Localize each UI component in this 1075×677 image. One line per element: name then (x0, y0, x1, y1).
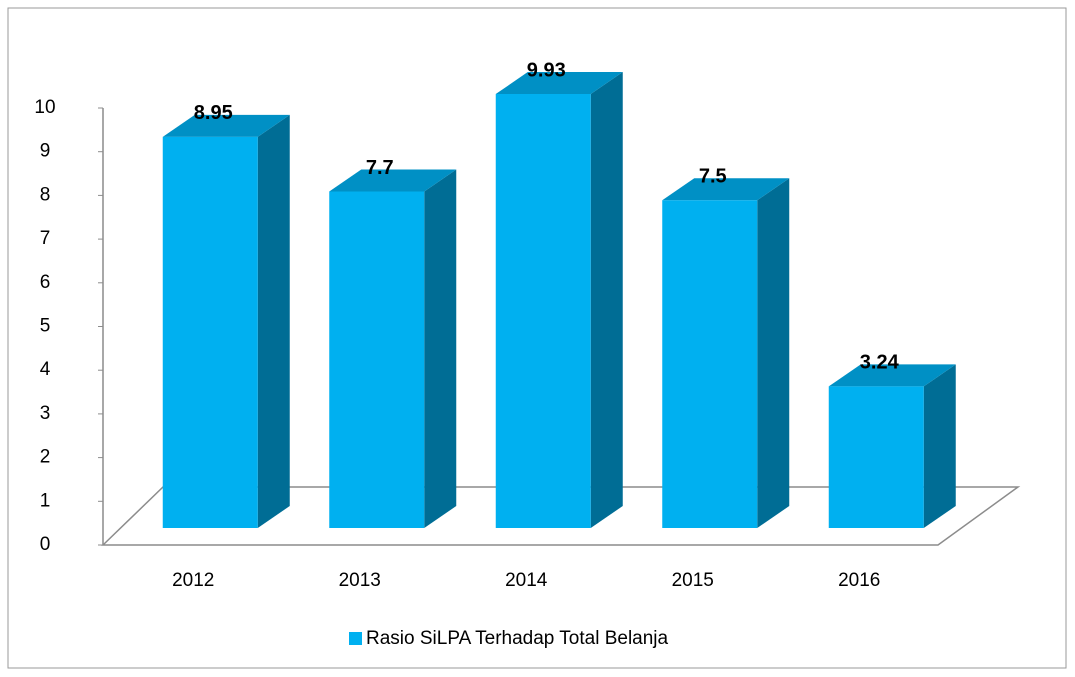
y-tick-label: 3 (40, 403, 51, 424)
data-label: 9.93 (527, 59, 566, 81)
bar-side (757, 178, 790, 528)
y-tick-label: 0 (40, 534, 51, 555)
bar (329, 169, 457, 528)
legend-swatch (349, 632, 362, 645)
y-tick-label: 6 (40, 272, 51, 293)
bar-top (495, 72, 623, 95)
bar (495, 72, 623, 529)
legend-label: Rasio SiLPA Terhadap Total Belanja (366, 628, 669, 649)
x-tick-label: 2016 (838, 570, 880, 591)
y-tick-label: 5 (40, 316, 51, 337)
y-tick-label: 1 (40, 490, 51, 511)
bar-top (329, 169, 457, 192)
y-tick-label: 9 (40, 141, 51, 162)
x-tick-label: 2012 (172, 570, 214, 591)
y-tick-label: 8 (40, 184, 51, 205)
floor (101, 486, 1021, 546)
y-tick-label: 2 (40, 447, 51, 468)
bar-front (329, 191, 425, 528)
bar-front (828, 386, 924, 528)
bar-front (495, 94, 591, 529)
bar-side (923, 364, 956, 528)
x-tick-label: 2014 (505, 570, 548, 591)
y-tick-label: 10 (34, 97, 55, 118)
bar-top (162, 114, 290, 137)
data-label: 8.95 (194, 102, 233, 124)
x-tick-label: 2013 (339, 570, 381, 591)
data-label: 7.5 (699, 166, 727, 188)
bar-front (662, 200, 758, 528)
bar (828, 364, 956, 528)
data-label: 7.7 (366, 157, 394, 179)
bar-top (828, 364, 956, 387)
data-label: 3.24 (860, 352, 900, 374)
bar (162, 114, 290, 528)
x-tick-label: 2015 (672, 570, 714, 591)
bar-top (662, 178, 790, 201)
bar-front (162, 136, 258, 528)
y-tick-label: 7 (40, 228, 51, 249)
bar-side (590, 72, 623, 529)
bar (662, 178, 790, 528)
bar-side (257, 114, 290, 528)
bar-side (424, 169, 457, 528)
y-tick-label: 4 (40, 359, 51, 380)
